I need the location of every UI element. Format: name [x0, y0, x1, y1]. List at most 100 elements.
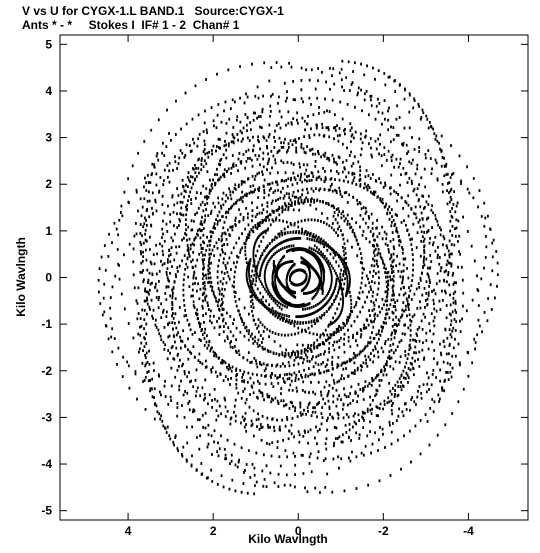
data-point — [491, 255, 494, 259]
data-point — [211, 231, 214, 234]
data-point — [301, 375, 303, 379]
data-point — [308, 179, 311, 182]
data-point — [160, 316, 163, 320]
data-point — [386, 360, 388, 364]
data-point — [144, 176, 146, 180]
data-point — [278, 149, 281, 152]
data-point — [324, 170, 326, 173]
data-point — [276, 183, 279, 186]
data-point — [472, 177, 475, 180]
data-point — [258, 211, 261, 215]
data-point — [154, 323, 157, 327]
data-point — [439, 233, 442, 237]
data-point — [241, 320, 244, 323]
data-point — [426, 230, 428, 234]
data-point — [294, 178, 297, 182]
data-point — [381, 297, 384, 301]
data-point — [295, 247, 298, 250]
data-point — [210, 281, 213, 284]
data-point — [266, 215, 269, 219]
data-point — [187, 337, 189, 341]
data-point — [332, 157, 335, 161]
data-point — [246, 279, 249, 283]
data-point — [110, 335, 113, 339]
data-point — [148, 199, 151, 203]
data-point — [383, 263, 386, 267]
data-point — [351, 230, 354, 234]
data-point — [404, 354, 407, 357]
data-point — [415, 193, 418, 197]
data-point — [264, 279, 266, 282]
data-point — [444, 423, 447, 427]
data-point — [299, 165, 301, 169]
data-point — [326, 428, 329, 432]
data-point — [384, 271, 387, 274]
data-point — [445, 269, 447, 273]
data-point — [253, 492, 256, 496]
data-point — [459, 330, 462, 333]
data-point — [459, 363, 461, 367]
data-point — [259, 233, 262, 237]
data-point — [300, 247, 303, 251]
data-point — [355, 301, 358, 304]
data-point — [297, 189, 299, 193]
data-point — [385, 362, 388, 366]
data-point — [359, 310, 362, 314]
data-point — [286, 300, 288, 304]
data-point — [111, 350, 114, 354]
data-point — [379, 425, 381, 429]
data-point — [209, 319, 211, 323]
data-point — [220, 313, 223, 317]
data-point — [304, 247, 306, 251]
data-point — [263, 274, 266, 278]
data-point — [170, 366, 173, 370]
data-point — [334, 312, 337, 315]
data-point — [367, 483, 370, 487]
data-point — [145, 332, 148, 336]
data-point — [387, 396, 390, 400]
data-point — [477, 304, 480, 307]
data-point — [201, 413, 204, 417]
data-point — [431, 290, 433, 293]
data-point — [421, 293, 424, 297]
data-point — [402, 263, 405, 267]
data-point — [300, 261, 303, 265]
data-point — [371, 376, 374, 380]
data-point — [345, 395, 348, 399]
data-point — [224, 199, 227, 203]
data-point — [252, 111, 255, 115]
data-point — [423, 251, 426, 255]
data-point — [342, 301, 344, 304]
data-point — [300, 453, 303, 457]
data-point — [318, 343, 320, 347]
data-point — [305, 321, 307, 325]
data-point — [390, 255, 393, 259]
data-point — [198, 297, 201, 301]
data-point — [340, 268, 343, 272]
data-point — [213, 440, 215, 444]
data-point — [373, 244, 376, 248]
data-point — [308, 462, 311, 465]
data-point — [496, 261, 499, 265]
data-point — [430, 312, 433, 316]
data-point — [222, 261, 225, 265]
data-point — [295, 195, 298, 199]
data-point — [453, 243, 456, 247]
data-point — [238, 220, 241, 224]
data-point — [146, 302, 149, 306]
data-point — [270, 310, 273, 314]
data-point — [256, 172, 259, 176]
data-point — [325, 126, 328, 130]
data-point — [111, 285, 114, 289]
data-point — [310, 198, 312, 202]
data-point — [411, 396, 413, 400]
data-point — [339, 282, 341, 286]
data-point — [272, 211, 275, 214]
data-point — [365, 210, 368, 214]
data-point — [313, 244, 316, 248]
data-point — [330, 281, 333, 285]
data-point — [217, 137, 220, 141]
data-point — [284, 364, 286, 368]
data-point — [457, 265, 459, 269]
data-point — [355, 183, 358, 186]
